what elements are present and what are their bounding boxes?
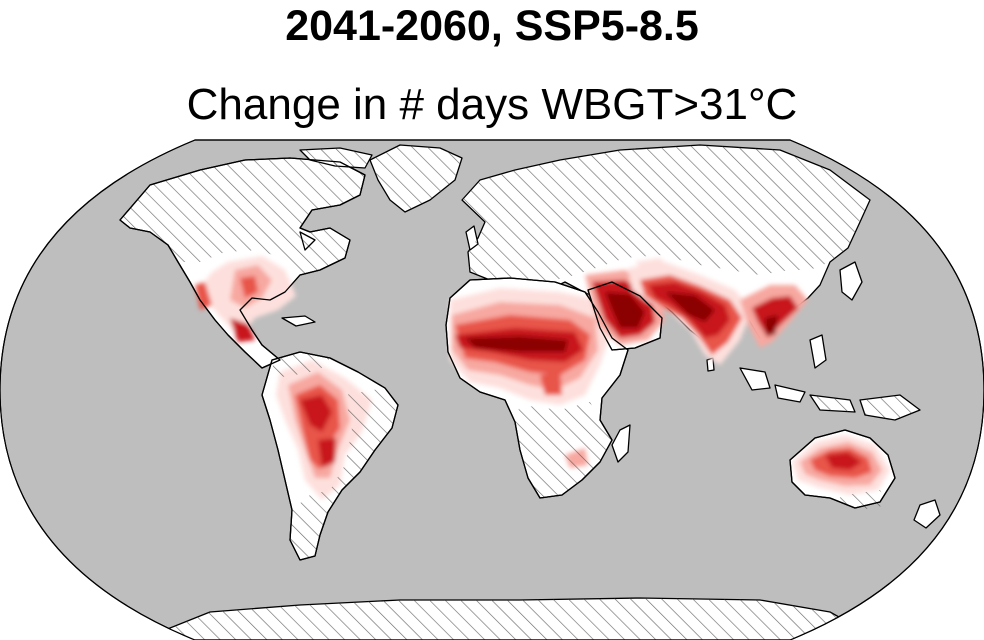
japan xyxy=(839,261,863,301)
madagascar xyxy=(611,424,631,463)
heat-shading xyxy=(195,256,890,500)
philippines xyxy=(809,334,827,369)
coastlines xyxy=(119,157,896,561)
globe-outline xyxy=(0,139,984,640)
title: 2041-2060, SSP5-8.5 xyxy=(285,2,699,50)
subtitle: Change in # days WBGT>31°C xyxy=(186,80,798,129)
cuba-caribbean xyxy=(281,315,316,327)
new-zealand xyxy=(913,499,941,529)
